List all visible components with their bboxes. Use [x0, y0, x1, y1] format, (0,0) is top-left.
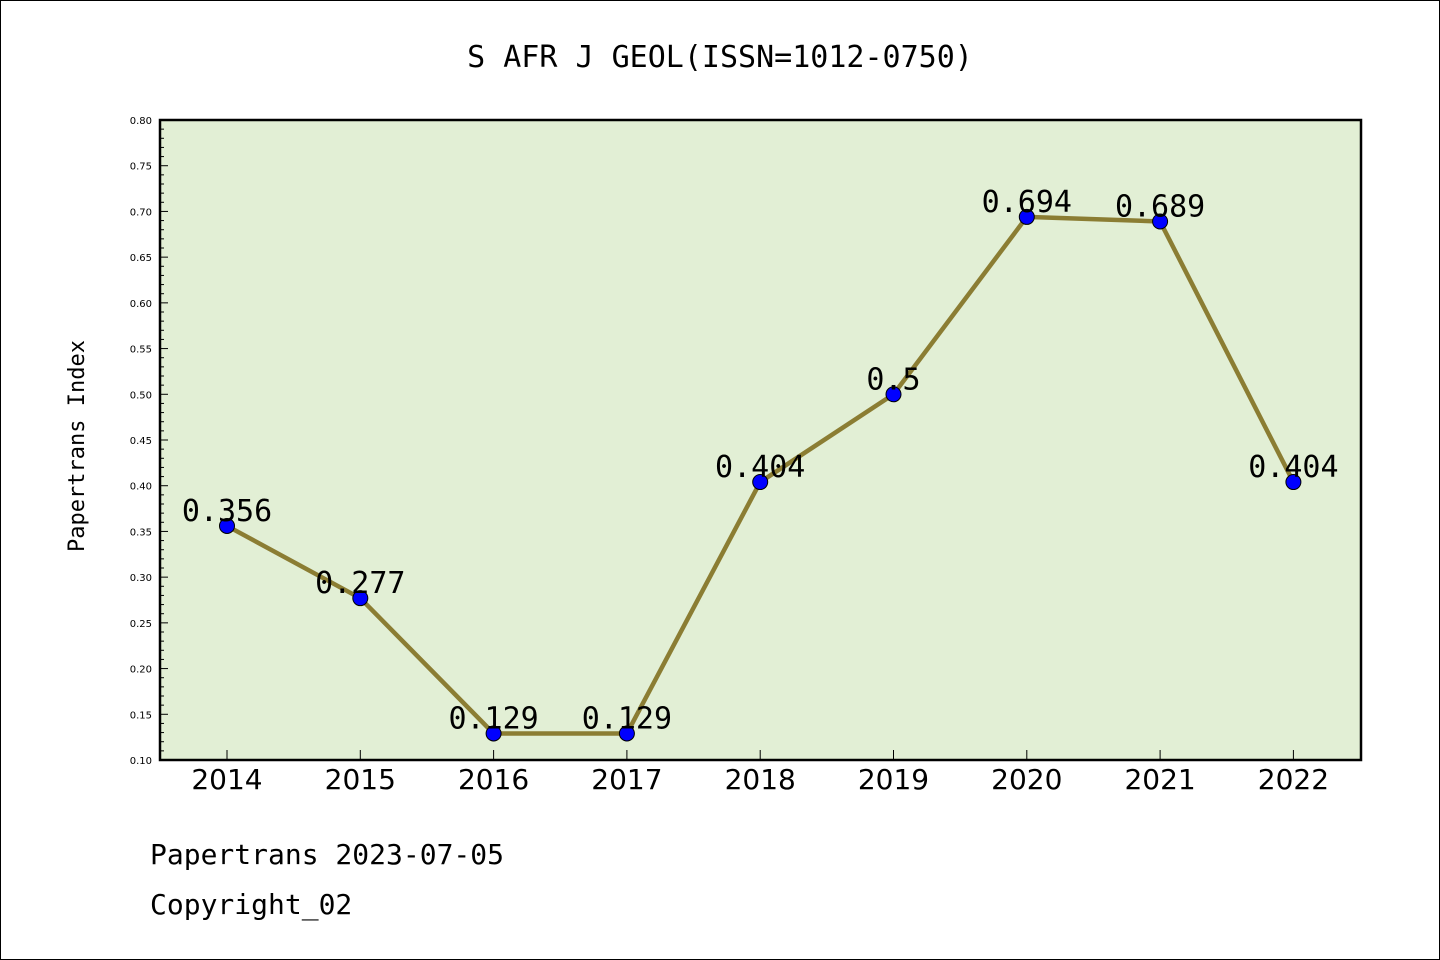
- x-axis-ticks: 2014 2015 2016 2017 2018 2019 2020 2021 2022: [191, 750, 1329, 796]
- y-tick-label: 0.45: [130, 436, 152, 447]
- x-tick-label: 2015: [325, 763, 396, 796]
- x-tick-label: 2022: [1258, 763, 1329, 796]
- marker-group: [219, 208, 1302, 742]
- data-point: [885, 386, 902, 403]
- plot-border: [158, 118, 1363, 762]
- x-tick-label: 2021: [1124, 763, 1195, 796]
- footer-copyright: Copyright_02: [150, 888, 352, 922]
- y-tick-label: 0.60: [130, 299, 152, 310]
- x-tick-label: 2016: [458, 763, 529, 796]
- y-tick-label: 0.20: [130, 665, 152, 676]
- y-tick-label: 0.80: [130, 116, 152, 127]
- y-tick-label: 0.55: [130, 345, 152, 356]
- y-axis-ticks: 0.10 0.15 0.20 0.25 0.30 0.35 0.40 0.45 0.50 0.55…: [130, 116, 168, 767]
- x-tick-label: 2017: [591, 763, 662, 796]
- data-label: 0.277: [315, 566, 405, 601]
- x-tick-label: 2019: [858, 763, 929, 796]
- data-point: [219, 517, 235, 534]
- data-point: [1152, 213, 1169, 230]
- x-tick-label: 2018: [725, 763, 796, 796]
- data-point: [485, 725, 502, 742]
- data-point: [1285, 474, 1302, 491]
- x-tick-label: 2020: [991, 763, 1062, 796]
- y-tick-label: 0.10: [130, 756, 152, 767]
- data-point: [618, 725, 635, 742]
- x-tick-label: 2014: [191, 763, 262, 796]
- footer-date: Papertrans 2023-07-05: [150, 838, 504, 871]
- y-tick-label: 0.35: [130, 527, 152, 538]
- y-tick-label: 0.75: [130, 162, 152, 173]
- y-tick-label: 0.25: [130, 619, 152, 630]
- y-tick-label: 0.15: [130, 710, 152, 721]
- chart-title: S AFR J GEOL(ISSN=1012-0750): [467, 40, 973, 75]
- data-point: [352, 590, 369, 607]
- data-label: 0.129: [448, 701, 538, 736]
- y-tick-label: 0.40: [130, 482, 152, 493]
- data-label: 0.694: [982, 185, 1072, 220]
- data-label: 0.129: [582, 701, 672, 736]
- data-point: [752, 474, 769, 491]
- data-label-group: 0.356 0.277 0.129 0.129 0.404 0.5 0.694 0.689 0.…: [182, 185, 1339, 737]
- y-tick-label: 0.50: [130, 390, 152, 401]
- y-tick-label: 0.30: [130, 573, 152, 584]
- y-tick-label: 0.70: [130, 207, 152, 218]
- data-label: 0.689: [1115, 189, 1205, 224]
- y-axis-label: Papertrans Index: [65, 340, 90, 552]
- data-label: 0.404: [1248, 450, 1338, 485]
- data-point: [1018, 208, 1035, 225]
- data-label: 0.356: [182, 494, 272, 529]
- data-label: 0.404: [715, 450, 805, 485]
- data-label: 0.5: [866, 362, 920, 397]
- y-tick-label: 0.65: [130, 253, 152, 264]
